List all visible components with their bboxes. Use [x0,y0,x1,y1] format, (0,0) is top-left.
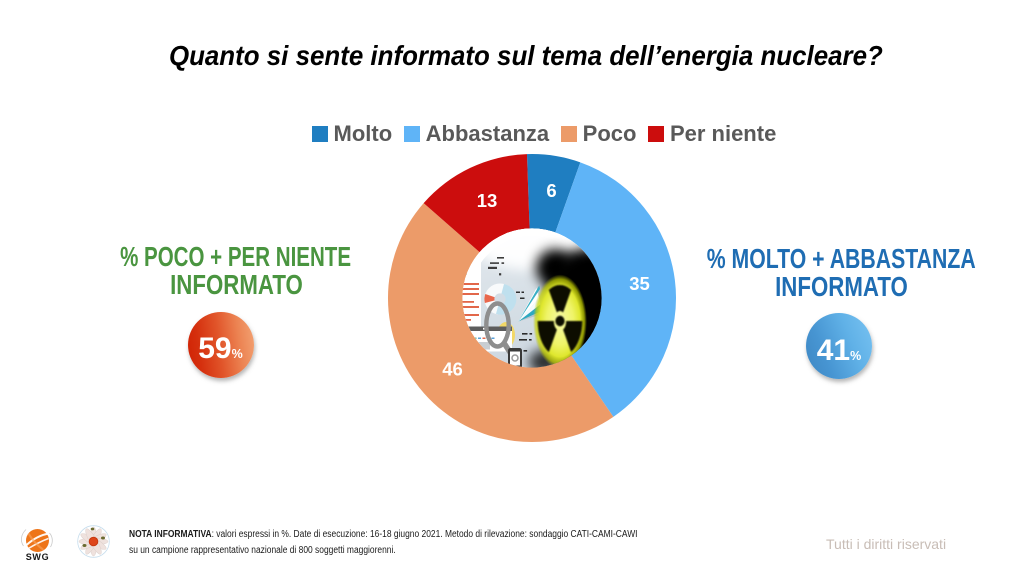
svg-text:46: 46 [442,359,463,380]
svg-text:SWG: SWG [26,552,50,562]
svg-text:35: 35 [629,273,650,294]
svg-text:13: 13 [477,190,498,211]
svg-text:6: 6 [546,180,556,201]
